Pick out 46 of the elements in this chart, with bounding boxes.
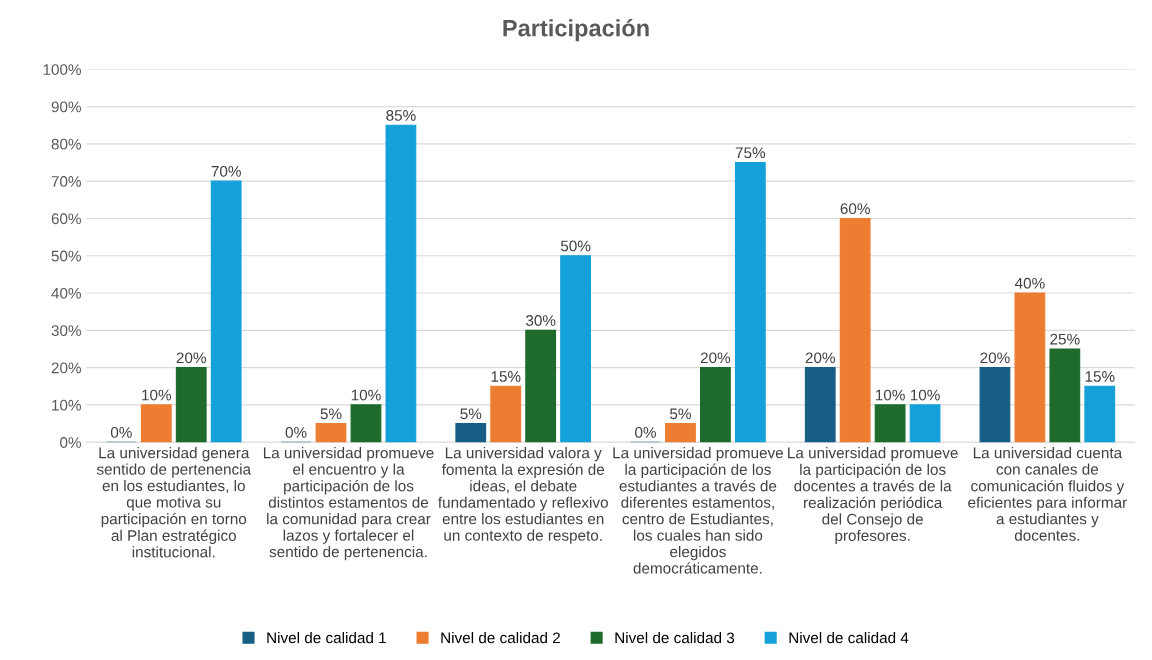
data-label: 0% bbox=[110, 426, 132, 438]
data-label: 75% bbox=[735, 147, 766, 159]
data-label: 15% bbox=[1085, 371, 1115, 382]
x-tick-label: La universidad valora y fomenta la expresión de ideas, el debate fundamentado y reflexivo entre los estudiantes en un contexto de respeto. bbox=[438, 447, 608, 544]
y-tick-label: 20% bbox=[51, 362, 81, 374]
x-tick-label: La universidad promueve la participación de los docentes a través de la realización periódica del Consejo de profesores. bbox=[788, 447, 958, 545]
data-label: 10% bbox=[142, 389, 172, 401]
data-label: 85% bbox=[386, 110, 416, 121]
x-tick-label: La universidad promueve la participación de los estudiantes a través de diferentes estamentos, centro de Estudiantes, los cuales han sido elegidos democráticamente. bbox=[613, 447, 784, 574]
legend-label: Nivel de calidad 3 bbox=[615, 632, 735, 644]
y-tick-label: 80% bbox=[51, 138, 81, 150]
data-label: 60% bbox=[840, 203, 870, 215]
y-tick-label: 0% bbox=[60, 437, 81, 448]
x-tick-label: La universidad cuenta con canales de comunicación fluidos y eficientes para informar a estudiantes y docentes. bbox=[968, 447, 1127, 541]
data-label: 5% bbox=[670, 408, 691, 420]
data-label: 0% bbox=[635, 426, 656, 438]
data-label: 25% bbox=[1050, 333, 1080, 345]
data-label: 20% bbox=[980, 352, 1010, 364]
legend-label: Nivel de calidad 4 bbox=[789, 632, 909, 644]
data-label: 70% bbox=[211, 165, 241, 177]
x-tick-label: La universidad promueve el encuentro y la participación de los distintos estamentos de la comunidad para crear lazos y fortalecer el sentido de pertenencia. bbox=[263, 447, 434, 561]
chart-title: Participación bbox=[503, 18, 649, 42]
y-tick-label: 60% bbox=[51, 213, 81, 225]
data-label: 30% bbox=[525, 315, 556, 326]
data-label: 40% bbox=[1014, 277, 1045, 289]
data-label: 10% bbox=[910, 389, 940, 401]
y-tick-label: 10% bbox=[52, 399, 81, 411]
data-label: 10% bbox=[875, 389, 905, 401]
y-tick-label: 50% bbox=[51, 250, 81, 262]
data-label: 0% bbox=[285, 426, 307, 438]
y-tick-label: 100% bbox=[43, 64, 81, 75]
data-label: 20% bbox=[700, 352, 731, 364]
legend-label: Nivel de calidad 2 bbox=[441, 632, 560, 644]
data-label: 20% bbox=[176, 352, 206, 364]
x-tick-label: La universidad genera sentido de pertenencia en los estudiantes, lo que motiva su participación en torno al Plan estratégico institucional. bbox=[96, 447, 252, 558]
data-label: 15% bbox=[491, 371, 521, 382]
data-label: 5% bbox=[460, 408, 482, 420]
y-tick-label: 40% bbox=[51, 287, 81, 299]
data-label: 50% bbox=[560, 240, 591, 252]
data-label: 10% bbox=[351, 389, 381, 401]
legend-label: Nivel de calidad 1 bbox=[267, 632, 386, 644]
y-tick-label: 70% bbox=[51, 176, 81, 187]
data-label: 20% bbox=[805, 352, 835, 364]
y-tick-label: 30% bbox=[51, 325, 81, 337]
data-label: 5% bbox=[320, 408, 342, 420]
y-tick-label: 90% bbox=[51, 101, 81, 113]
